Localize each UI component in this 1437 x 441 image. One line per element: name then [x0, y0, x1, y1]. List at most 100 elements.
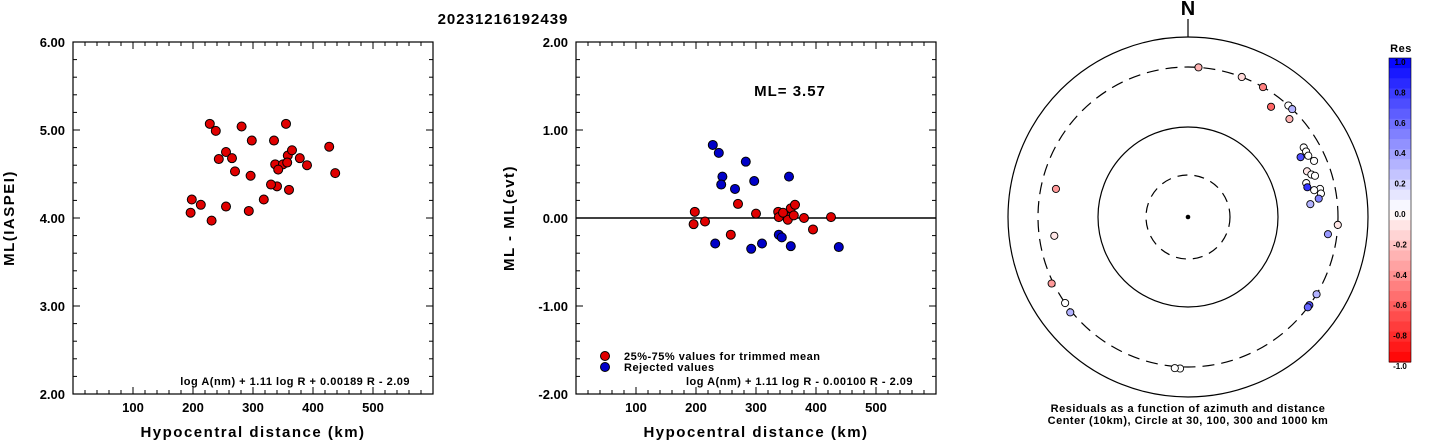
- polar-station-point: [1310, 171, 1320, 180]
- plot1-data-point: [287, 145, 297, 156]
- plot2-ml-value: ML= 3.57: [754, 83, 826, 100]
- colorbar-frame: [1388, 57, 1412, 363]
- colorbar-segment: [1389, 291, 1411, 302]
- plot1-data-point: [195, 199, 206, 210]
- plot2-data-point-series-1: [740, 156, 751, 167]
- plot1-data-point: [302, 160, 312, 171]
- plot2-data-point-series-1: [707, 139, 718, 150]
- polar-station-point: [1288, 105, 1297, 114]
- colorbar-tick-label: 0.0: [1394, 210, 1406, 219]
- plot1-x-tick-label: 300: [242, 400, 264, 415]
- azimuth-distance-polar-plot: [1007, 19, 1369, 398]
- colorbar-tick-label: -0.4: [1393, 271, 1407, 280]
- legend-label-rejected: Rejected values: [624, 362, 715, 374]
- polar-station-point: [1194, 63, 1203, 72]
- colorbar-segment: [1389, 260, 1411, 272]
- colorbar-segment: [1389, 331, 1411, 343]
- polar-station-point: [1267, 102, 1276, 111]
- polar-station-point: [1061, 298, 1070, 308]
- polar-ring-30km: [1145, 174, 1231, 260]
- plot1-data-point: [186, 194, 197, 205]
- colorbar-tick-label: -0.6: [1393, 301, 1407, 310]
- colorbar-tick-label: 0.8: [1394, 88, 1406, 97]
- plot2-data-point-series-1: [716, 179, 727, 190]
- north-label: N: [1181, 0, 1195, 20]
- polar-station-point: [1323, 230, 1332, 239]
- colorbar-segment: [1389, 58, 1411, 69]
- colorbar-segment: [1389, 230, 1411, 241]
- plot2-data-point-series-1: [784, 171, 794, 182]
- colorbar-tick-label: 0.6: [1394, 119, 1406, 128]
- colorbar-segment: [1389, 210, 1411, 221]
- polar-station-point: [1050, 231, 1059, 240]
- plot1-data-point: [213, 154, 224, 165]
- colorbar-segment: [1389, 108, 1411, 120]
- plot1-y-tick-label: 3.00: [40, 299, 65, 314]
- plot1-data-point: [227, 153, 237, 164]
- polar-caption-line-1: Residuals as a function of azimuth and d…: [1051, 403, 1326, 415]
- colorbar-tick-label: 0.4: [1394, 149, 1406, 158]
- plot2-data-point-series-0: [688, 219, 699, 230]
- plot2-y-tick-label: -1.00: [538, 299, 568, 314]
- plot2-data-point-series-0: [751, 208, 761, 219]
- plot2-data-point-series-0: [778, 207, 788, 218]
- plot1-x-axis-label: Hypocentral distance (km): [140, 424, 365, 441]
- polar-station-point: [1312, 290, 1321, 299]
- plot1-data-point: [266, 179, 276, 190]
- plot2-data-point-series-0: [826, 212, 836, 223]
- polar-station-point: [1304, 151, 1313, 160]
- plot2-data-point-series-0: [689, 206, 700, 217]
- plot1-x-tick-label: 100: [122, 400, 144, 415]
- colorbar-segment: [1389, 179, 1411, 191]
- colorbar-segment: [1389, 351, 1411, 363]
- colorbar-segment: [1389, 88, 1411, 100]
- polar-station-point: [1303, 303, 1312, 312]
- polar-station-point: [1170, 364, 1179, 373]
- plot2-data-point-series-0: [700, 216, 710, 227]
- polar-ring-300km: [1037, 66, 1339, 368]
- polar-station-point: [1285, 115, 1294, 124]
- plot1-data-point: [230, 166, 240, 177]
- plot2-data-point-series-0: [790, 199, 800, 210]
- plot1-data-point: [246, 135, 257, 146]
- plot1-data-point: [221, 201, 231, 212]
- polar-station-point: [1258, 83, 1268, 92]
- plot2-data-point-series-0: [788, 210, 799, 221]
- colorbar-tick-label: 1.0: [1394, 58, 1406, 67]
- polar-caption-line-2: Center (10km), Circle at 30, 100, 300 an…: [1048, 415, 1329, 427]
- plot1-data-point: [243, 205, 254, 216]
- plot2-y-tick-label: 2.00: [543, 35, 568, 50]
- colorbar-segment: [1389, 98, 1411, 110]
- plot2-data-point-series-1: [710, 238, 721, 249]
- colorbar-segment: [1389, 250, 1411, 262]
- plot2-data-point-series-0: [808, 224, 818, 235]
- colorbar-segment: [1389, 321, 1411, 333]
- colorbar-segment: [1389, 78, 1411, 89]
- plot1-y-tick-label: 5.00: [40, 123, 65, 138]
- plot1-data-point: [294, 153, 305, 164]
- colorbar-segment: [1389, 311, 1411, 323]
- plot2-data-point-series-1: [713, 147, 724, 158]
- colorbar-segment: [1389, 68, 1411, 79]
- plot2-y-tick-label: 0.00: [543, 211, 568, 226]
- colorbar-segment: [1389, 169, 1411, 181]
- colorbar-tick-label: -0.8: [1393, 332, 1407, 341]
- plot1-data-point: [236, 121, 247, 132]
- colorbar-segment: [1389, 301, 1411, 312]
- plot2-x-tick-label: 300: [745, 400, 767, 415]
- plot1-data-point: [269, 135, 279, 146]
- plot2-data-point-series-0: [725, 229, 736, 240]
- colorbar-segment: [1389, 159, 1411, 171]
- plot2-data-point-series-0: [799, 213, 809, 223]
- plot2-x-axis-label: Hypocentral distance (km): [643, 424, 868, 441]
- plot1-x-tick-label: 200: [182, 400, 204, 415]
- colorbar-segment: [1389, 220, 1411, 231]
- colorbar-segment: [1389, 270, 1411, 282]
- colorbar-title: Res: [1390, 43, 1412, 55]
- plot2-x-tick-label: 200: [685, 400, 707, 415]
- plot2-x-tick-label: 400: [805, 400, 827, 415]
- plot2-x-tick-label: 100: [625, 400, 647, 415]
- colorbar-segment: [1389, 149, 1411, 160]
- plot2-data-point-series-1: [785, 241, 796, 252]
- plot2-data-point-series-1: [757, 238, 767, 249]
